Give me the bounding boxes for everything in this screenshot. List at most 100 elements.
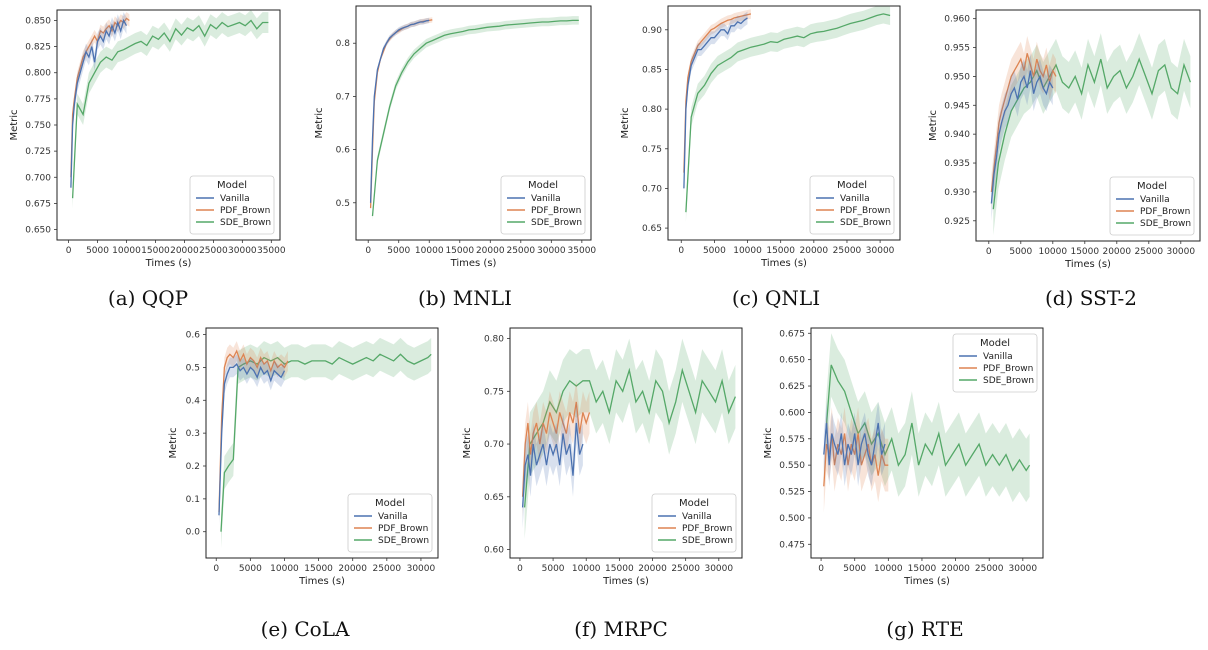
plot-series-group <box>990 33 1192 236</box>
legend-entry-label: SDE_Brown <box>531 218 582 228</box>
legend: Model Vanilla PDF_Brown SDE_Brown <box>500 175 586 235</box>
x-tick-label: 20000 <box>800 246 829 256</box>
y-tick-label: 0.4 <box>186 396 201 406</box>
y-tick-label: 0.955 <box>944 44 970 54</box>
line-pdf-brown <box>823 433 889 487</box>
band-sde-brown <box>685 6 891 222</box>
y-tick-label: 0.475 <box>779 540 805 550</box>
y-tick-label: 0.575 <box>779 435 805 445</box>
band-sde-brown <box>524 338 736 539</box>
x-axis-label: Times (s) <box>298 576 345 587</box>
legend-entry-label: Vanilla <box>840 194 870 204</box>
legend-box <box>1109 176 1195 236</box>
legend-box <box>809 175 895 235</box>
legend-entry-label: Vanilla <box>983 352 1013 362</box>
band-vanilla <box>823 401 885 487</box>
line-vanilla <box>70 18 128 188</box>
y-tick-label: 0.75 <box>484 387 504 397</box>
legend-entry-label: PDF_Brown <box>1140 207 1190 217</box>
legend-entry-label: SDE_Brown <box>1140 219 1191 229</box>
subplot-6: 0 5000 10000 15000 20000 25000 30000 0.60 0.65 0.… <box>462 327 743 641</box>
y-tick-label: 0.6 <box>336 146 351 156</box>
y-tick-label: 0.950 <box>944 72 970 82</box>
y-tick-label: 0.650 <box>779 356 805 366</box>
y-axis-label: Metric <box>168 427 179 458</box>
band-sde-brown <box>221 337 432 549</box>
y-axis-label: Metric <box>314 107 325 138</box>
x-tick-label: 0 <box>818 564 824 574</box>
y-axis-label: Metric <box>620 107 631 138</box>
line-sde-brown <box>685 13 891 213</box>
x-tick-label: 15000 <box>1070 247 1099 257</box>
x-tick-label: 20000 <box>638 564 667 574</box>
band-vanilla <box>991 53 1053 221</box>
legend: Model Vanilla PDF_Brown SDE_Brown <box>809 175 895 235</box>
y-tick-label: 0.65 <box>642 224 662 234</box>
axes-frame <box>205 327 439 559</box>
line-vanilla <box>369 19 430 203</box>
y-tick-label: 0.940 <box>944 130 970 140</box>
legend-entry-label: PDF_Brown <box>220 206 270 216</box>
line-sde-brown <box>825 364 1031 472</box>
y-tick-label: 0.750 <box>25 121 51 131</box>
x-tick-label: 20000 <box>476 246 505 256</box>
subplot-caption: (e) CoLA <box>261 617 350 641</box>
line-sde-brown <box>371 19 579 217</box>
y-tick-label: 0.675 <box>779 329 805 339</box>
x-tick-label: 25000 <box>506 246 535 256</box>
line-vanilla <box>218 363 286 516</box>
x-tick-label: 0 <box>517 564 523 574</box>
y-tick-label: 0.725 <box>25 147 51 157</box>
line-vanilla <box>823 422 886 466</box>
band-vanilla <box>219 354 285 526</box>
x-tick-label: 15000 <box>445 246 474 256</box>
x-tick-label: 5000 <box>239 564 262 574</box>
legend-entry-label: Vanilla <box>1140 195 1170 205</box>
x-tick-label: 25000 <box>373 564 402 574</box>
subplot-caption: (d) SST-2 <box>1045 286 1137 310</box>
x-tick-label: 10000 <box>733 246 762 256</box>
y-tick-label: 0.550 <box>779 461 805 471</box>
legend-entry-label: SDE_Brown <box>840 218 891 228</box>
y-tick-label: 0.8 <box>336 39 351 49</box>
line-sde-brown <box>71 19 269 199</box>
legend-entry-label: PDF_Brown <box>531 206 581 216</box>
legend: Model Vanilla PDF_Brown SDE_Brown <box>651 493 737 553</box>
y-tick-label: 0.70 <box>642 184 662 194</box>
legend: Model Vanilla PDF_Brown SDE_Brown <box>952 333 1038 393</box>
y-tick-label: 0.525 <box>779 488 805 498</box>
x-tick-label: 0 <box>213 564 219 574</box>
legend-entry-label: Vanilla <box>220 194 250 204</box>
subplot-caption: (a) QQP <box>108 286 188 310</box>
x-tick-label: 10000 <box>112 246 141 256</box>
x-tick-label: 15000 <box>304 564 333 574</box>
x-tick-label: 25000 <box>199 246 228 256</box>
y-tick-label: 0.625 <box>779 382 805 392</box>
line-pdf-brown <box>70 17 130 178</box>
line-sde-brown <box>992 57 1192 210</box>
axes-frame <box>667 5 901 241</box>
band-sde-brown <box>72 10 269 209</box>
y-tick-label: 0.2 <box>186 462 200 472</box>
axes-frame <box>509 327 743 559</box>
axes-frame <box>810 327 1044 559</box>
subplot-caption: (c) QNLI <box>732 286 820 310</box>
y-tick-label: 0.3 <box>186 429 200 439</box>
y-tick-label: 0.80 <box>642 105 662 115</box>
x-tick-label: 25000 <box>671 564 700 574</box>
legend-box <box>651 493 737 553</box>
plot-series-group <box>521 338 736 539</box>
band-pdf-brown <box>219 341 288 522</box>
y-tick-label: 0.5 <box>186 363 200 373</box>
x-tick-label: 25000 <box>833 246 862 256</box>
x-tick-label: 30000 <box>1009 564 1038 574</box>
y-axis-label: Metric <box>9 109 20 140</box>
x-axis-label: Times (s) <box>1064 259 1111 270</box>
y-tick-label: 0.945 <box>944 101 970 111</box>
x-tick-label: 20000 <box>170 246 199 256</box>
y-tick-label: 0.675 <box>25 199 51 209</box>
plot-series-group <box>218 337 432 549</box>
x-tick-label: 25000 <box>1134 247 1163 257</box>
legend-title: Model <box>837 180 867 191</box>
